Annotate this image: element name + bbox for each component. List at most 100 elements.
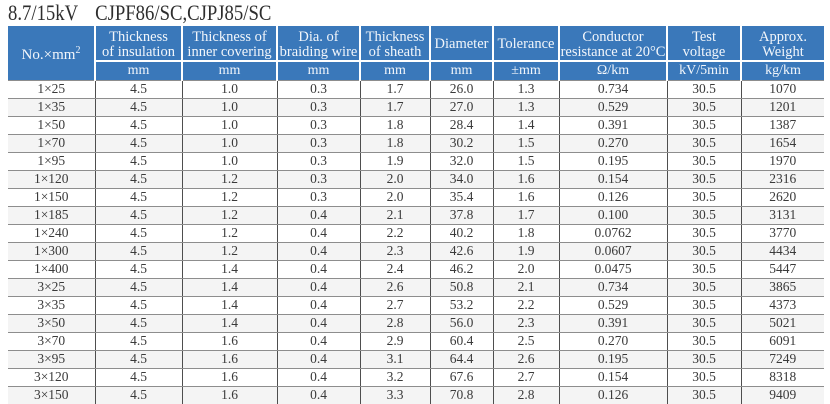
table-cell: 1.6 xyxy=(182,386,278,404)
table-cell: 1.0 xyxy=(182,134,278,153)
table-cell: 0.3 xyxy=(277,80,361,99)
table-cell: 9409 xyxy=(741,386,824,404)
table-row: 3×50 4.5 1.4 0.4 2.8 56.0 2.3 0.391 30.5 5021 xyxy=(8,314,824,333)
cell-size: 3×70 xyxy=(8,332,96,351)
table-row: 1×35 4.5 1.0 0.3 1.7 27.0 1.3 0.529 30.5 1201 xyxy=(8,98,824,117)
table-cell: 0.4 xyxy=(277,206,361,225)
table-cell: 1.4 xyxy=(182,260,278,279)
table-cell: 3.1 xyxy=(360,350,431,369)
table-cell: 0.4 xyxy=(277,368,361,387)
table-cell: 8318 xyxy=(741,368,824,387)
page-title: 8.7/15kV CJPF86/SC,CJPJ85/SC xyxy=(8,0,271,26)
unit-inner-covering: mm xyxy=(182,61,278,81)
table-cell: 0.4 xyxy=(277,350,361,369)
col-header-size-label: No.×mm xyxy=(21,46,76,63)
table-cell: 3.3 xyxy=(360,386,431,404)
cell-size: 1×185 xyxy=(8,206,96,225)
table-cell: 2.8 xyxy=(493,386,560,404)
table-cell: 4.5 xyxy=(95,278,183,297)
table-cell: 0.734 xyxy=(559,278,668,297)
col-header-insulation-thickness: Thickness of insulation xyxy=(95,26,183,62)
table-cell: 1.6 xyxy=(182,350,278,369)
table-cell: 30.5 xyxy=(667,278,742,297)
table-cell: 1387 xyxy=(741,116,824,135)
table-cell: 30.5 xyxy=(667,134,742,153)
table-cell: 1070 xyxy=(741,80,824,99)
table-cell: 40.2 xyxy=(430,224,494,243)
table-cell: 4.5 xyxy=(95,260,183,279)
table-cell: 6091 xyxy=(741,332,824,351)
table-cell: 1.4 xyxy=(182,278,278,297)
table-cell: 0.391 xyxy=(559,314,668,333)
table-cell: 0.529 xyxy=(559,296,668,315)
header-row-labels: No.×mm2 Thickness of insulation Thickness… xyxy=(8,26,824,81)
title-voltage-rating: 8.7/15kV xyxy=(8,0,79,25)
table-cell: 4.5 xyxy=(95,386,183,404)
table-cell: 1.7 xyxy=(360,98,431,117)
table-cell: 1.0 xyxy=(182,98,278,117)
col-header-inner-covering-thickness: Thickness of inner covering xyxy=(182,26,278,62)
unit-weight: kg/km xyxy=(741,61,824,81)
table-cell: 60.4 xyxy=(430,332,494,351)
cell-size: 3×150 xyxy=(8,386,96,404)
title-model-codes: CJPF86/SC,CJPJ85/SC xyxy=(95,0,272,25)
table-cell: 5021 xyxy=(741,314,824,333)
cell-size: 1×35 xyxy=(8,98,96,117)
table-cell: 2316 xyxy=(741,170,824,189)
table-cell: 56.0 xyxy=(430,314,494,333)
table-cell: 0.126 xyxy=(559,386,668,404)
table-cell: 26.0 xyxy=(430,80,494,99)
table-cell: 4.5 xyxy=(95,332,183,351)
table-cell: 2.0 xyxy=(360,188,431,207)
table-cell: 0.4 xyxy=(277,278,361,297)
table-cell: 0.4 xyxy=(277,224,361,243)
col-header-size-sup: 2 xyxy=(75,44,81,56)
table-cell: 30.5 xyxy=(667,206,742,225)
table-cell: 30.5 xyxy=(667,116,742,135)
table-cell: 4.5 xyxy=(95,350,183,369)
table-cell: 2.6 xyxy=(360,278,431,297)
table-cell: 1.4 xyxy=(182,296,278,315)
table-cell: 53.2 xyxy=(430,296,494,315)
table-cell: 2.2 xyxy=(493,296,560,315)
table-cell: 1.8 xyxy=(360,116,431,135)
table-cell: 1.3 xyxy=(493,80,560,99)
table-cell: 1.6 xyxy=(182,368,278,387)
table-cell: 2.2 xyxy=(360,224,431,243)
table-row: 1×300 4.5 1.2 0.4 2.3 42.6 1.9 0.0607 30.5 4434 xyxy=(8,242,824,261)
cell-size: 3×35 xyxy=(8,296,96,315)
table-cell: 2.3 xyxy=(493,314,560,333)
table-cell: 1.0 xyxy=(182,152,278,171)
table-row: 3×70 4.5 1.6 0.4 2.9 60.4 2.5 0.270 30.5 6091 xyxy=(8,332,824,351)
table-row: 1×185 4.5 1.2 0.4 2.1 37.8 1.7 0.100 30.5 3131 xyxy=(8,206,824,225)
table-cell: 64.4 xyxy=(430,350,494,369)
col-header-braiding-wire-dia: Dia. of braiding wire xyxy=(277,26,361,62)
table-cell: 1.4 xyxy=(182,314,278,333)
table-cell: 0.0762 xyxy=(559,224,668,243)
table-cell: 0.154 xyxy=(559,368,668,387)
table-cell: 1.2 xyxy=(182,206,278,225)
table-cell: 30.5 xyxy=(667,188,742,207)
table-cell: 30.5 xyxy=(667,332,742,351)
table-cell: 4373 xyxy=(741,296,824,315)
table-cell: 0.529 xyxy=(559,98,668,117)
col-header-diameter: Diameter xyxy=(430,26,494,62)
table-header: No.×mm2 Thickness of insulation Thickness… xyxy=(8,26,824,81)
table-cell: 4.5 xyxy=(95,296,183,315)
table-cell: 7249 xyxy=(741,350,824,369)
table-cell: 2.8 xyxy=(360,314,431,333)
table-cell: 1.6 xyxy=(182,332,278,351)
table-cell: 2.1 xyxy=(360,206,431,225)
table-cell: 4.5 xyxy=(95,116,183,135)
table-cell: 0.3 xyxy=(277,98,361,117)
unit-diameter: mm xyxy=(430,61,494,81)
unit-insulation: mm xyxy=(95,61,183,81)
table-row: 3×25 4.5 1.4 0.4 2.6 50.8 2.1 0.734 30.5 3865 xyxy=(8,278,824,297)
table-cell: 5447 xyxy=(741,260,824,279)
unit-tolerance: ±mm xyxy=(493,61,560,81)
table-cell: 1.9 xyxy=(360,152,431,171)
table-row: 3×150 4.5 1.6 0.4 3.3 70.8 2.8 0.126 30.5 9409 xyxy=(8,386,824,404)
cell-size: 1×70 xyxy=(8,134,96,153)
table-cell: 1.5 xyxy=(493,152,560,171)
